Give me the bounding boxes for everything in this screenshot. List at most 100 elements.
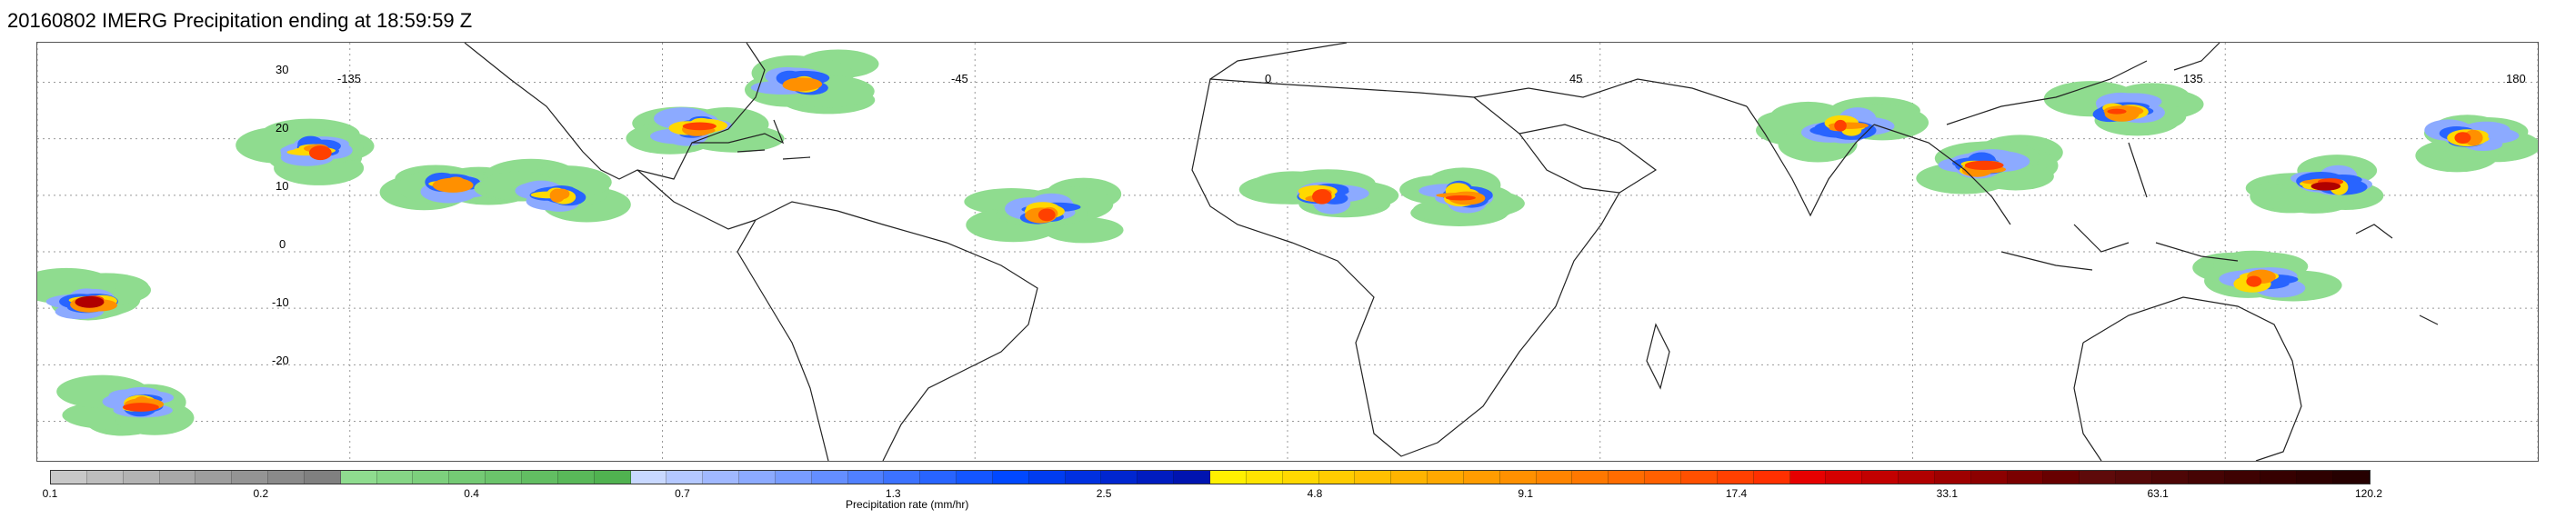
colorbar-tick-label: 4.8 [1307,487,1323,500]
lon-label-45: 45 [1569,72,1583,85]
colorbar-segment [1609,471,1646,484]
colorbar-segment [2116,471,2152,484]
colorbar-tick-label: 63.1 [2147,487,2169,500]
lat-label-minus20: -20 [272,354,289,367]
colorbar-segment [2080,471,2117,484]
colorbar-segment [920,471,957,484]
colorbar-segment [1970,471,2008,484]
precip-cell [549,188,566,203]
colorbar-tick-label: 0.4 [464,487,479,500]
colorbar-segment [1101,471,1138,484]
precip-cell [2454,132,2471,144]
colorbar-segment [667,471,704,484]
precip-cell [1834,119,1847,132]
colorbar-segment [1028,471,1066,484]
colorbar-segment [957,471,993,484]
colorbar-segment [2043,471,2080,484]
precip-cell [432,177,474,193]
colorbar-segment [195,471,233,484]
colorbar-tick-label: 0.1 [42,487,58,500]
colorbar-segment [486,471,522,484]
colorbar-segment [304,471,341,484]
colorbar-segment [86,471,124,484]
colorbar-segment [2007,471,2044,484]
colorbar-segment [376,471,414,484]
colorbar-segment [1138,471,1175,484]
colorbar-segment [340,471,377,484]
colorbar-segment [739,471,776,484]
colorbar-segment [1934,471,1971,484]
colorbar-segment [1789,471,1827,484]
colorbar-tick-label: 0.2 [253,487,269,500]
map-title: 20160802 IMERG Precipitation ending at 1… [7,9,473,32]
colorbar-segment [1210,471,1247,484]
precip-cell [1037,208,1056,222]
precip-cell [1964,160,2004,171]
colorbar-label: Precipitation rate (mm/hr) [846,498,969,511]
colorbar-segment [1645,471,1681,484]
lat-label-10: 10 [276,179,289,193]
precip-cell [2246,275,2262,287]
colorbar-segment [811,471,848,484]
colorbar-tick-label: 120.2 [2354,487,2383,500]
precip-cell [308,145,332,161]
colorbar-segment [51,471,87,484]
lon-label-minus135: -135 [337,72,362,85]
colorbar-segment [847,471,885,484]
precip-cell [2310,182,2341,191]
colorbar-segment [1246,471,1283,484]
colorbar-tick-label: 2.5 [1096,487,1112,500]
precip-cell [1445,195,1476,201]
colorbar-segment [992,471,1029,484]
colorbar-segment [413,471,450,484]
colorbar-segment [1536,471,1573,484]
colorbar [50,470,2371,484]
colorbar-tick-label: 17.4 [1725,487,1748,500]
precipitation-layer [37,49,2538,436]
colorbar-segment [1355,471,1392,484]
colorbar-segment [1174,471,1210,484]
precip-cell [2107,108,2127,115]
colorbar-segment [1499,471,1537,484]
lat-label-20: 20 [276,121,289,135]
colorbar-segment [2260,471,2298,484]
colorbar-segment [159,471,196,484]
colorbar-segment [2188,471,2225,484]
lon-label-135: 135 [2183,72,2203,85]
precipitation-map: -135 -45 0 45 135 180 30 20 10 0 -10 -20 [36,42,2539,462]
colorbar-segment [1391,471,1428,484]
colorbar-segment [521,471,558,484]
colorbar-segment [123,471,160,484]
colorbar-segment [775,471,812,484]
colorbar-segment [1428,471,1464,484]
colorbar-tick-label: 0.7 [675,487,690,500]
precip-cell [123,403,159,412]
colorbar-segment [1282,471,1319,484]
colorbar-tick-label: 1.3 [885,487,901,500]
lat-label-30: 30 [276,63,289,76]
colorbar-segment [557,471,595,484]
lat-label-0: 0 [279,237,286,251]
lon-label-minus45: -45 [951,72,968,85]
colorbar-tick-label: 33.1 [1936,487,1959,500]
colorbar-tick-label: 9.1 [1518,487,1534,500]
colorbar-segment [1065,471,1102,484]
lon-label-180: 180 [2506,72,2526,85]
colorbar-segment [630,471,667,484]
lat-label-minus10: -10 [272,295,289,309]
colorbar-segment [1572,471,1609,484]
colorbar-segment [1899,471,1935,484]
precip-cell [782,78,817,92]
colorbar-segment [884,471,921,484]
precip-cell [75,295,105,308]
colorbar-segment [1826,471,1863,484]
precip-cell [1312,189,1332,205]
colorbar-segment [2297,471,2334,484]
colorbar-segment [1717,471,1754,484]
lon-label-0: 0 [1265,72,1272,85]
colorbar-segment [1862,471,1899,484]
colorbar-segment [268,471,305,484]
colorbar-segment [1318,471,1356,484]
colorbar-segment [232,471,269,484]
colorbar-segment [703,471,740,484]
